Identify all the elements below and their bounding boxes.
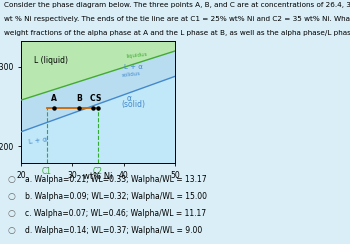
Text: α: α xyxy=(126,94,131,103)
Text: B: B xyxy=(76,94,82,103)
Text: L + α: L + α xyxy=(124,64,142,70)
Text: ○: ○ xyxy=(7,226,15,235)
Text: wt % Ni respectively. The ends of the tie line are at C1 = 25% wt% Ni and C2 = 3: wt % Ni respectively. The ends of the ti… xyxy=(4,16,350,22)
Text: solidus: solidus xyxy=(121,71,141,78)
Text: L + α: L + α xyxy=(29,136,48,145)
Text: ○: ○ xyxy=(7,209,15,218)
Text: liquidus: liquidus xyxy=(126,51,148,59)
Text: ○: ○ xyxy=(7,192,15,201)
Text: C2: C2 xyxy=(93,167,103,176)
Text: c. Walpha=0.07; WL=0.46; Walpha/WL = 11.17: c. Walpha=0.07; WL=0.46; Walpha/WL = 11.… xyxy=(25,209,206,218)
Text: (solid): (solid) xyxy=(121,100,145,109)
Text: a. Walpha=0.21; WL=0.33; Walpha/WL = 13.17: a. Walpha=0.21; WL=0.33; Walpha/WL = 13.… xyxy=(25,175,206,184)
Text: A: A xyxy=(51,94,57,103)
Text: wt% Ni: wt% Ni xyxy=(83,172,113,181)
Text: b. Walpha=0.09; WL=0.32; Walpha/WL = 15.00: b. Walpha=0.09; WL=0.32; Walpha/WL = 15.… xyxy=(25,192,206,201)
Text: ○: ○ xyxy=(7,175,15,184)
Text: C: C xyxy=(90,94,96,103)
Text: d. Walpha=0.14; WL=0.37; Walpha/WL = 9.00: d. Walpha=0.14; WL=0.37; Walpha/WL = 9.0… xyxy=(25,226,202,235)
Text: weight fractions of the alpha phase at A and the L phase at B, as well as the al: weight fractions of the alpha phase at A… xyxy=(4,30,350,36)
Text: L (liquid): L (liquid) xyxy=(34,56,68,65)
Text: S: S xyxy=(95,94,101,103)
Text: C1: C1 xyxy=(42,167,52,176)
Text: Consider the phase diagram below. The three points A, B, and C are at concentrat: Consider the phase diagram below. The th… xyxy=(4,2,350,9)
